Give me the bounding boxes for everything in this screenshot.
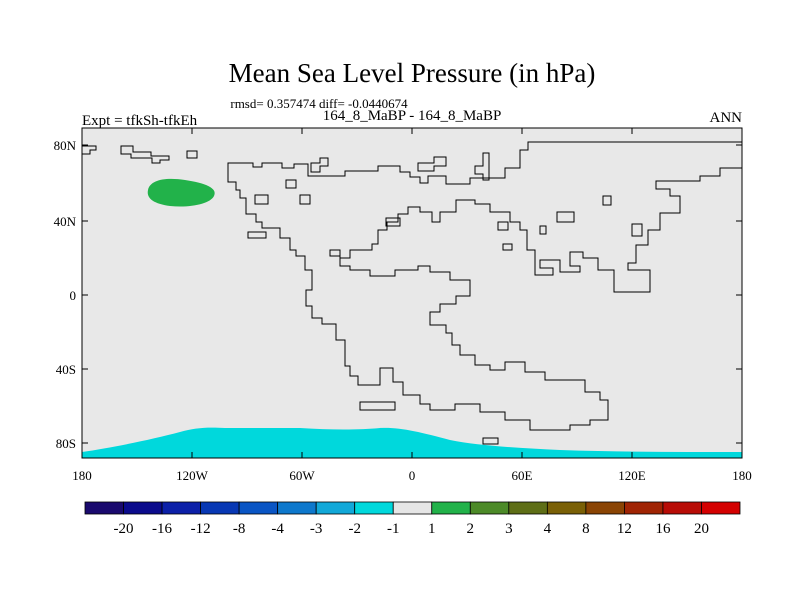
colorbar-label: 12 [617,521,632,537]
colorbar-label: 1 [428,521,436,537]
lon-label-0: 0 [409,468,416,483]
colorbar-swatch [354,501,394,515]
colorbar-label: -12 [191,521,211,537]
colorbar-label: -16 [152,521,172,537]
lat-label-80n: 80N [54,138,77,153]
positive-anomaly-north-pacific [147,178,215,207]
stats-label: rmsd= 0.357474 diff= -0.0440674 [230,96,408,111]
colorbar-label: -20 [114,521,134,537]
lon-label-120e: 120E [618,468,646,483]
colorbar-label: 4 [544,521,552,537]
colorbar-label: 16 [655,521,671,537]
colorbar: -20 -16 -12 -8 -4 -3 -2 -1 1 2 3 4 8 12 16 20 [84,501,741,537]
colorbar-swatch [315,501,356,515]
colorbar-label: -4 [271,521,284,537]
lon-label-120w: 120W [176,468,209,483]
lon-label-60e: 60E [512,468,533,483]
map-panel [81,127,743,459]
colorbar-label: 3 [505,521,513,537]
colorbar-swatch [469,501,510,515]
colorbar-swatch [662,501,702,515]
negative-anomaly-antarctic [82,427,742,458]
colorbar-label: 20 [694,521,709,537]
season-label: ANN [710,110,743,126]
colorbar-swatch [161,501,201,515]
colorbar-label: 2 [467,521,475,537]
lat-axis: 80N 40N 0 40S 80S [54,138,742,451]
lat-label-0: 0 [70,288,77,303]
lon-label-180-right: 180 [732,468,752,483]
lon-label-60w: 60W [289,468,315,483]
colorbar-swatch [431,501,471,515]
colorbar-swatch [546,501,587,515]
colorbar-label: 8 [582,521,590,537]
colorbar-swatch [238,501,279,515]
colorbar-label: -3 [310,521,323,537]
lon-label-180-left: 180 [72,468,92,483]
colorbar-swatch [624,501,664,515]
coastlines [82,141,743,445]
colorbar-swatch [392,501,433,515]
colorbar-label: -1 [387,521,400,537]
lon-axis: 180 120W 60W 0 60E 120E 180 [72,128,752,483]
colorbar-swatch [701,501,741,515]
colorbar-swatch [508,501,548,515]
colorbar-swatch [277,501,317,515]
colorbar-swatch [200,501,240,515]
experiment-label: Expt = tfkSh-tfkEh [82,113,198,129]
colorbar-label: -8 [233,521,246,537]
plot-title: Mean Sea Level Pressure (in hPa) [229,58,596,88]
colorbar-swatch [585,501,625,515]
colorbar-swatch [84,501,124,515]
lat-label-80s: 80S [56,436,76,451]
colorbar-swatch [123,501,163,515]
lat-label-40s: 40S [56,362,76,377]
period-label: 164_8_MaBP - 164_8_MaBP [323,108,502,124]
lat-label-40n: 40N [54,214,77,229]
colorbar-label: -2 [348,521,361,537]
